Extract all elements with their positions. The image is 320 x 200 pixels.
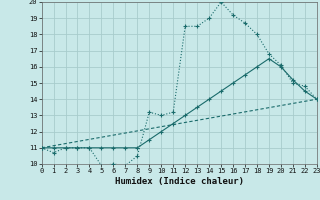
X-axis label: Humidex (Indice chaleur): Humidex (Indice chaleur) xyxy=(115,177,244,186)
